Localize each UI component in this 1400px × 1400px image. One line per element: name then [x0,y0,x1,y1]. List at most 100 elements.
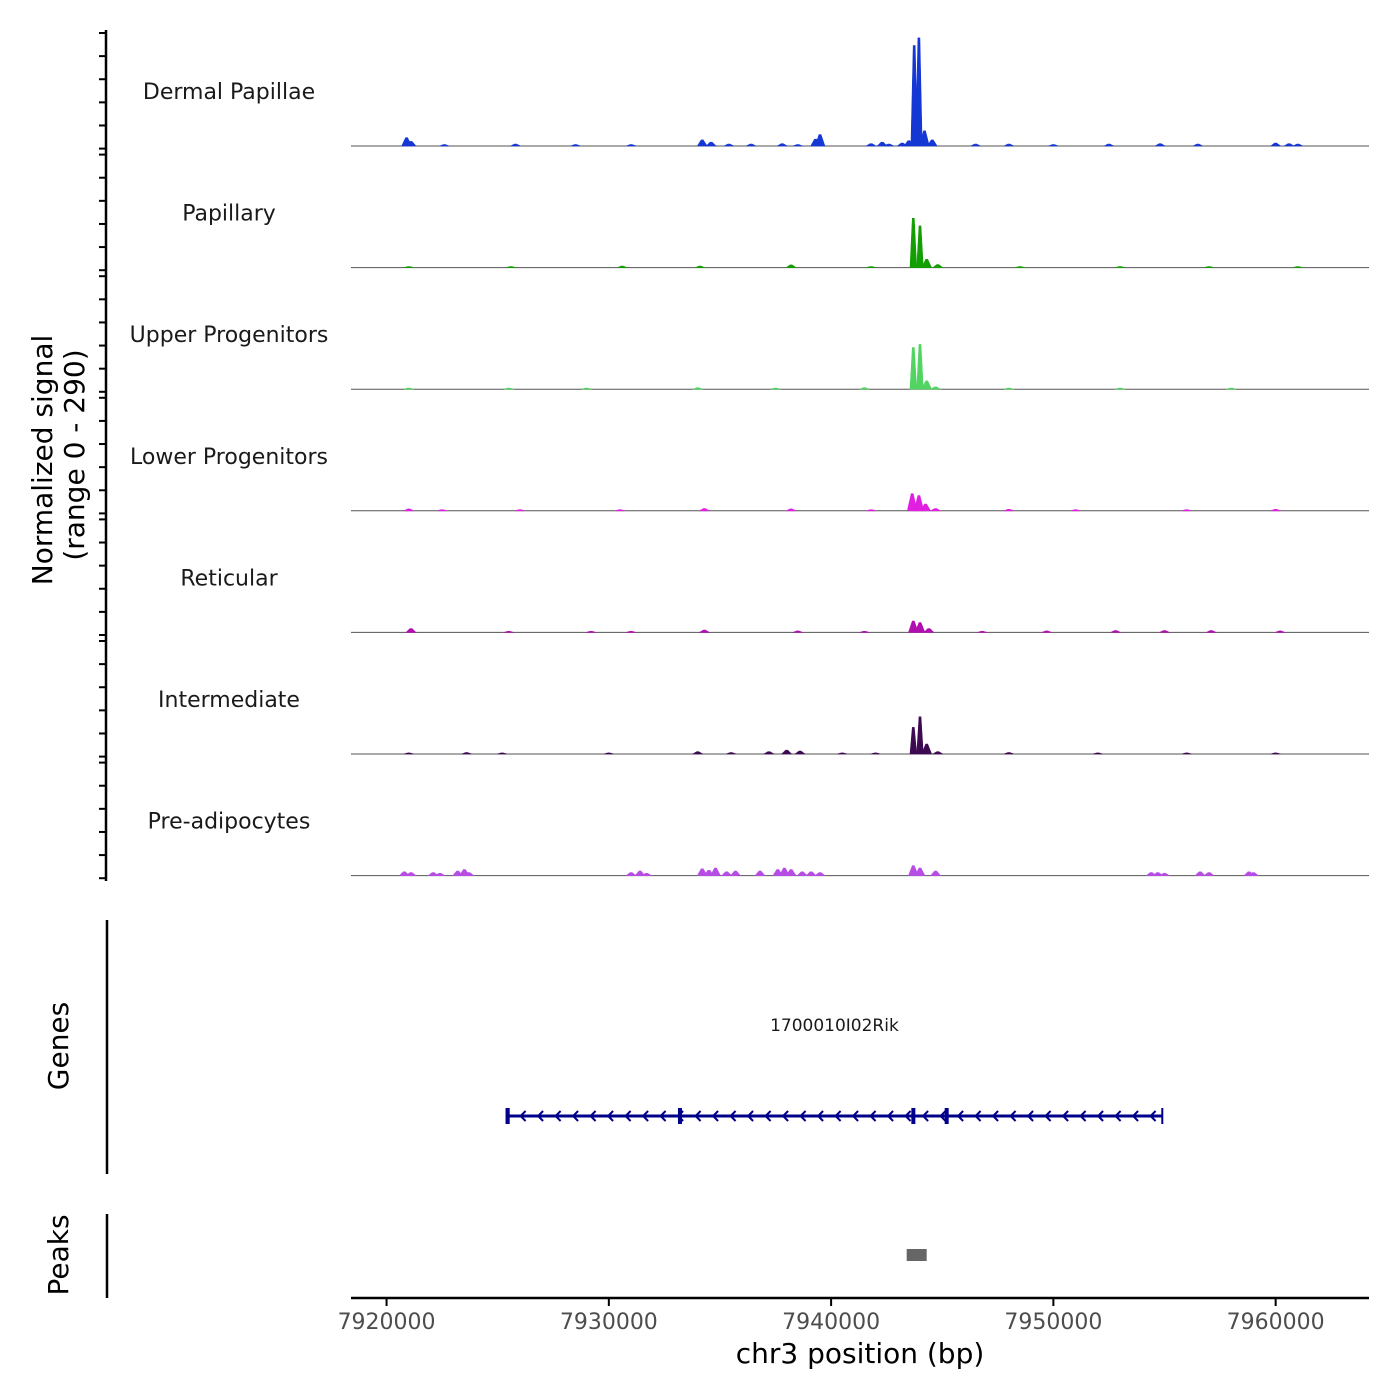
signal-peak [586,631,596,633]
peak-region [906,1249,927,1261]
gene-exon [677,1108,682,1124]
strand-arrow [991,1110,999,1122]
signal-peak [510,143,521,147]
signal-peak [726,752,737,755]
signal-peak [770,387,781,390]
genes-axis-title: Genes [42,1002,75,1090]
signal-peak [929,386,942,390]
gene-exon [505,1108,510,1124]
signal-peak [915,37,923,147]
signal-peak [1003,752,1014,755]
signal-peak [1292,266,1303,268]
signal-peak [837,752,848,755]
signal-peak [437,509,448,512]
signal-peak [785,264,797,268]
signal-peak [691,751,704,755]
signal-peak [746,143,757,147]
signal-peak [1283,143,1295,147]
signal-peak [932,264,944,268]
strand-arrow [536,1110,544,1122]
strand-arrow [1096,1110,1104,1122]
strand-arrow [624,1110,632,1122]
strand-arrow [1009,1110,1017,1122]
signal-peak [914,867,926,876]
track-label: Lower Progenitors [130,445,328,470]
strand-arrow [799,1110,807,1122]
x-tick-label: 7960000 [1227,1310,1325,1335]
track-label: Intermediate [158,688,300,713]
signal-peak [603,752,614,755]
signal-peak [710,867,721,876]
signal-peak [785,869,797,876]
signal-peak [1110,630,1121,633]
signal-peak [1154,143,1167,147]
signal-peak [786,508,797,512]
x-axis-title: chr3 position (bp) [736,1337,985,1370]
peaks-axis-title: Peaks [42,1214,75,1295]
signal-peak [615,509,625,512]
signal-peak [1103,143,1114,147]
track-label: Pre-adipocytes [148,810,311,835]
strand-arrow [939,1110,947,1122]
x-tick-label: 7920000 [338,1310,436,1335]
signal-peak [1015,266,1025,268]
track-label: Reticular [180,566,278,591]
signal-peak [866,509,877,512]
track-intermediate: Intermediate [99,640,1369,758]
signal-peak [909,727,918,755]
signal-peak [1181,509,1192,512]
signal-peak [720,871,733,876]
signal-peak [463,872,475,876]
signal-peak [1041,630,1052,633]
signal-peak [617,265,628,268]
strand-arrow [1026,1110,1034,1122]
signal-peak [796,871,808,876]
gene-1700010i02rik: 1700010I02Rik [505,1016,1164,1124]
strand-arrow [1044,1110,1052,1122]
signal-peak [640,873,653,876]
signal-peak [929,508,942,512]
signal-peak [506,266,516,268]
signal-peak [723,143,734,147]
strand-arrow [1114,1110,1122,1122]
strand-arrow [781,1110,789,1122]
signal-peak [1115,387,1125,390]
signal-peak [514,509,525,512]
gene-exon [944,1108,949,1124]
signal-peak [794,750,806,755]
signal-peak [405,141,417,147]
strand-arrow [904,1110,912,1122]
strand-arrow [554,1110,562,1122]
signal-peak [503,387,514,390]
strand-arrow [519,1110,527,1122]
signal-peak [916,344,924,390]
signal-peak [919,130,930,147]
signal-peak [916,716,924,755]
signal-peak [626,144,637,147]
signal-peak [1070,509,1081,512]
signal-peak [694,265,706,268]
signal-peak [1247,872,1260,876]
signal-peak [859,387,870,390]
strand-arrow [659,1110,667,1122]
strand-arrow [641,1110,649,1122]
signal-peak [570,144,581,147]
gene-name-label: 1700010I02Rik [770,1016,899,1036]
signal-peak [931,751,944,755]
track-dermal-papillae: Dermal Papillae [99,32,1369,150]
signal-peak [461,752,472,755]
signal-peak [433,873,446,876]
signal-peak [921,259,933,268]
signal-peak [805,871,817,876]
signal-peak [1003,387,1014,390]
signal-peak [581,387,592,390]
y-axis-title: Normalized signal [26,335,59,586]
signal-peak [503,631,514,633]
track-reticular: Reticular [99,518,1369,636]
signal-peak [1159,630,1170,633]
signal-peak [926,139,938,147]
signal-peak [1226,387,1237,390]
signal-peak [909,218,918,268]
strand-arrow [974,1110,982,1122]
